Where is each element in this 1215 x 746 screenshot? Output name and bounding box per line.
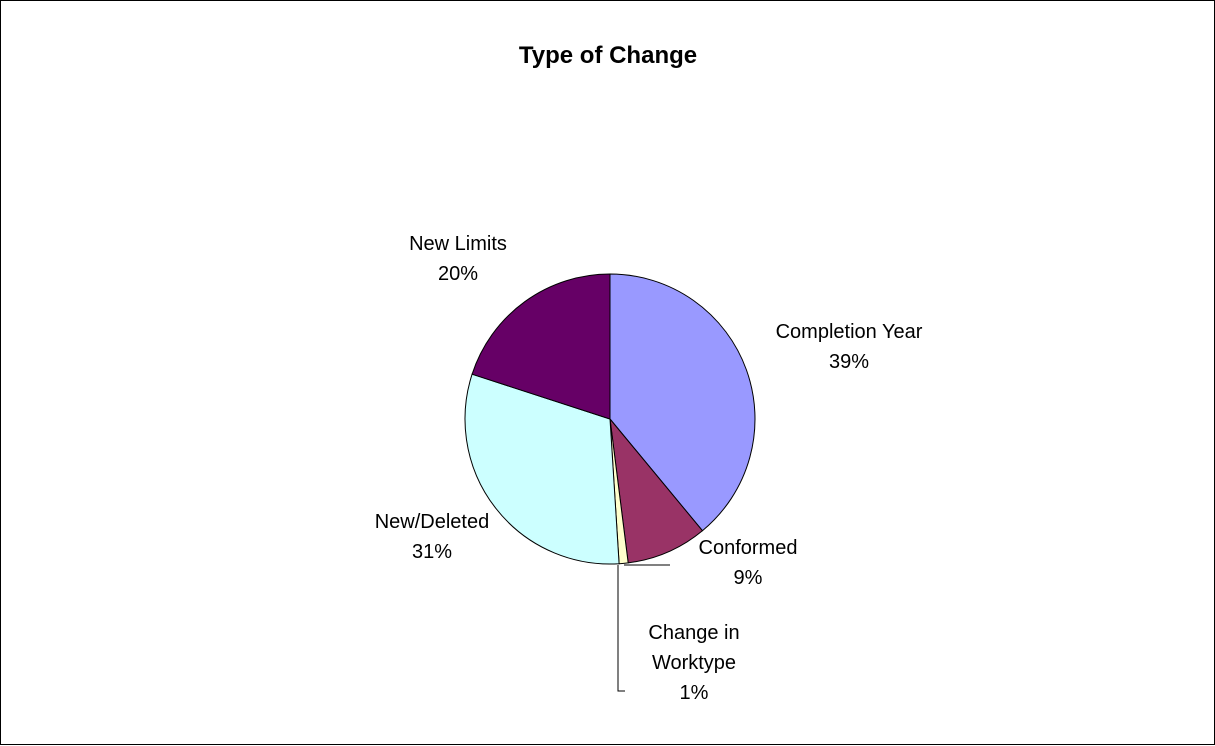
- slice-label-completion-year: Completion Year 39%: [776, 321, 923, 373]
- pie-slices: [464, 273, 756, 565]
- slice-labels: Completion Year 39% Conformed 9% Change in Wo…: [375, 233, 923, 704]
- slice-name: Change in: [648, 622, 739, 644]
- slice-percent: 20%: [438, 263, 478, 285]
- pie-slice-completion-year: [609, 273, 756, 532]
- chart-title: Type of Change: [519, 42, 697, 69]
- slice-name: New Limits: [409, 233, 507, 255]
- pie-slice-new-limits: [471, 273, 611, 420]
- slice-label-new-deleted: New/Deleted 31%: [375, 511, 490, 563]
- slice-percent: 1%: [680, 682, 709, 704]
- slice-percent: 9%: [734, 567, 763, 589]
- slice-percent: 31%: [412, 541, 452, 563]
- slice-label-new-limits: New Limits 20%: [409, 233, 507, 285]
- slice-label-conformed: Conformed 9%: [699, 537, 798, 589]
- pie-slice-conformed: [609, 417, 704, 564]
- slice-percent: 39%: [829, 351, 869, 373]
- slice-name: New/Deleted: [375, 511, 490, 533]
- slice-label-change-in-worktype: Change in Worktype 1%: [648, 622, 739, 704]
- slice-name: Worktype: [652, 652, 736, 674]
- leader-lines: [617, 564, 670, 692]
- slice-name: Conformed: [699, 537, 798, 559]
- slice-name: Completion Year: [776, 321, 923, 343]
- leader-line-change-in-worktype: [617, 565, 625, 692]
- pie-slice-new-deleted: [464, 373, 620, 565]
